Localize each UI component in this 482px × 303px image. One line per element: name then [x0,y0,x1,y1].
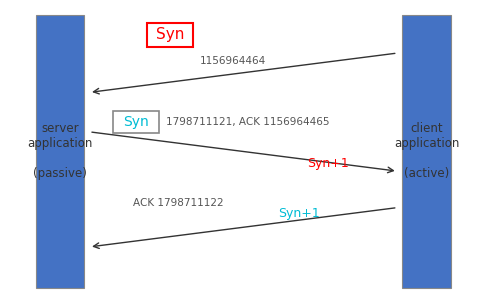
Text: Syn: Syn [156,27,184,42]
Text: Syn: Syn [123,115,149,129]
FancyBboxPatch shape [147,23,193,47]
Text: server
application

(passive): server application (passive) [27,122,93,181]
Text: 1156964464: 1156964464 [200,55,266,66]
Text: client
application

(active): client application (active) [394,122,459,181]
Text: ACK 1798711122: ACK 1798711122 [133,198,224,208]
FancyBboxPatch shape [402,15,451,288]
FancyBboxPatch shape [113,111,159,133]
Text: Syn+1: Syn+1 [307,157,348,170]
FancyBboxPatch shape [36,15,84,288]
Text: Syn+1: Syn+1 [278,207,320,220]
Text: 1798711121, ACK 1156964465: 1798711121, ACK 1156964465 [166,117,330,127]
